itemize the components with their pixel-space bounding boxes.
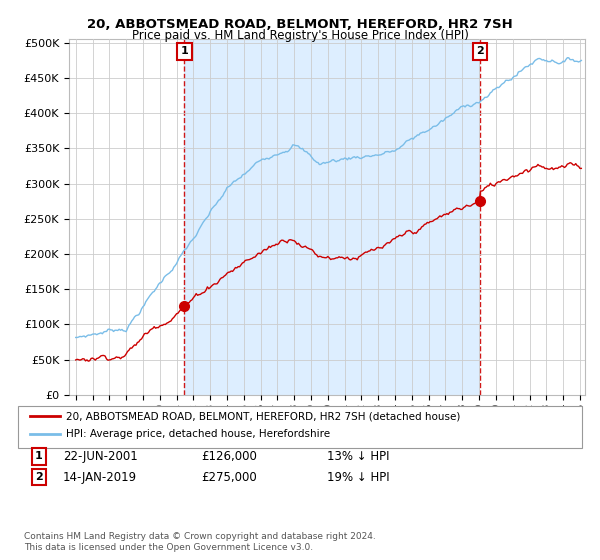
Text: 1: 1 bbox=[35, 451, 43, 461]
Text: 2: 2 bbox=[476, 46, 484, 56]
Text: 20, ABBOTSMEAD ROAD, BELMONT, HEREFORD, HR2 7SH: 20, ABBOTSMEAD ROAD, BELMONT, HEREFORD, … bbox=[87, 18, 513, 31]
Text: 22-JUN-2001: 22-JUN-2001 bbox=[63, 450, 138, 463]
Text: 2: 2 bbox=[35, 472, 43, 482]
Text: 13% ↓ HPI: 13% ↓ HPI bbox=[327, 450, 389, 463]
Text: 20, ABBOTSMEAD ROAD, BELMONT, HEREFORD, HR2 7SH (detached house): 20, ABBOTSMEAD ROAD, BELMONT, HEREFORD, … bbox=[66, 411, 460, 421]
Bar bbox=[184, 39, 480, 395]
Text: 14-JAN-2019: 14-JAN-2019 bbox=[63, 470, 137, 484]
Text: 1: 1 bbox=[181, 46, 188, 56]
Text: HPI: Average price, detached house, Herefordshire: HPI: Average price, detached house, Here… bbox=[66, 429, 330, 439]
Text: £275,000: £275,000 bbox=[201, 470, 257, 484]
Text: Contains HM Land Registry data © Crown copyright and database right 2024.
This d: Contains HM Land Registry data © Crown c… bbox=[24, 532, 376, 552]
Text: £126,000: £126,000 bbox=[201, 450, 257, 463]
Text: Price paid vs. HM Land Registry's House Price Index (HPI): Price paid vs. HM Land Registry's House … bbox=[131, 29, 469, 42]
Text: 19% ↓ HPI: 19% ↓ HPI bbox=[327, 470, 389, 484]
